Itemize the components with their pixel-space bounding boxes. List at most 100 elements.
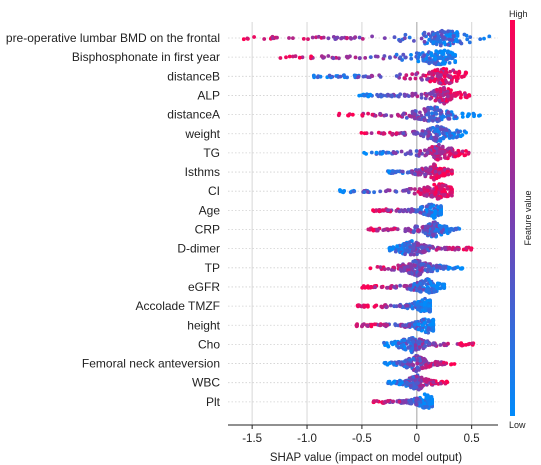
shap-point — [446, 116, 451, 121]
shap-point — [413, 263, 417, 268]
shap-point — [426, 168, 431, 172]
shap-point — [443, 156, 448, 160]
shap-point — [404, 116, 409, 120]
shap-point — [414, 153, 419, 158]
shap-point — [438, 55, 443, 59]
shap-point — [406, 207, 411, 212]
shap-point — [439, 211, 443, 215]
shap-point — [366, 94, 371, 99]
shap-point — [423, 131, 428, 136]
shap-point — [463, 153, 468, 157]
shap-point — [287, 36, 291, 40]
feature-label: WBC — [192, 376, 220, 390]
shap-point — [416, 241, 420, 246]
shap-point — [431, 226, 435, 231]
shap-point — [448, 75, 453, 80]
shap-point — [422, 212, 426, 217]
shap-point — [417, 286, 422, 291]
shap-point — [415, 357, 420, 362]
shap-point — [423, 172, 427, 177]
shap-point — [408, 262, 413, 267]
shap-point — [371, 399, 376, 404]
feature-label: Isthms — [185, 165, 220, 179]
shap-point — [455, 30, 459, 34]
shap-point — [362, 305, 367, 309]
shap-point — [448, 81, 453, 85]
shap-point — [419, 95, 424, 100]
shap-point — [399, 343, 404, 348]
shap-point — [359, 131, 364, 135]
shap-point — [420, 225, 425, 230]
shap-point — [404, 73, 409, 78]
shap-point — [405, 365, 410, 369]
shap-point — [438, 343, 443, 347]
shap-point — [428, 79, 433, 84]
shap-point — [391, 227, 396, 232]
shap-point — [402, 76, 407, 80]
shap-point — [464, 70, 469, 75]
shap-point — [393, 249, 398, 254]
shap-point — [412, 300, 417, 305]
shap-point — [438, 138, 443, 143]
shap-point — [423, 231, 428, 236]
shap-point — [455, 34, 460, 38]
shap-point — [401, 323, 405, 328]
shap-point — [477, 113, 481, 118]
shap-point — [433, 98, 438, 103]
shap-point — [431, 40, 436, 45]
shap-point — [430, 111, 434, 116]
colorbar-low-label: Low — [509, 420, 526, 430]
x-tick-label: 0 — [414, 433, 420, 445]
shap-point — [337, 56, 341, 61]
shap-point — [437, 264, 442, 269]
shap-point — [395, 227, 400, 232]
shap-point — [396, 113, 401, 118]
shap-point — [427, 130, 431, 135]
shap-point — [428, 205, 433, 210]
shap-point — [427, 118, 431, 123]
shap-point — [370, 227, 375, 232]
shap-point — [412, 191, 417, 196]
shap-point — [447, 227, 452, 232]
shap-point — [431, 318, 436, 323]
shap-point — [381, 228, 386, 233]
shap-point — [414, 51, 419, 55]
shap-point — [362, 150, 366, 155]
shap-point — [358, 56, 362, 60]
shap-point — [382, 113, 387, 118]
shap-point — [390, 131, 395, 136]
shap-point — [419, 375, 424, 380]
shap-point — [459, 341, 464, 346]
shap-point — [429, 116, 434, 120]
shap-point — [441, 114, 446, 119]
shap-point — [389, 284, 394, 289]
shap-point — [416, 322, 421, 327]
shap-point — [361, 74, 366, 79]
shap-point — [387, 361, 392, 366]
shap-point — [422, 33, 426, 38]
shap-point — [417, 259, 422, 264]
shap-point — [435, 268, 440, 273]
shap-point — [401, 400, 406, 405]
shap-point — [403, 55, 408, 60]
shap-point — [422, 187, 426, 191]
shap-point — [464, 130, 468, 135]
shap-point — [437, 196, 441, 201]
shap-point — [450, 56, 455, 60]
shap-point — [429, 72, 434, 76]
x-axis-title: SHAP value (impact on model output) — [270, 452, 462, 464]
feature-label: TG — [203, 146, 220, 160]
shap-point — [338, 74, 343, 79]
shap-point — [348, 36, 353, 40]
shap-point — [402, 242, 407, 247]
shap-point — [390, 342, 395, 347]
shap-point — [336, 113, 341, 118]
shap-point — [416, 59, 421, 64]
shap-point — [353, 55, 358, 60]
shap-point — [357, 303, 362, 308]
shap-point — [432, 182, 437, 187]
shap-point — [487, 34, 492, 39]
shap-point — [362, 322, 366, 326]
shap-point — [368, 266, 373, 271]
shap-point — [416, 307, 420, 312]
